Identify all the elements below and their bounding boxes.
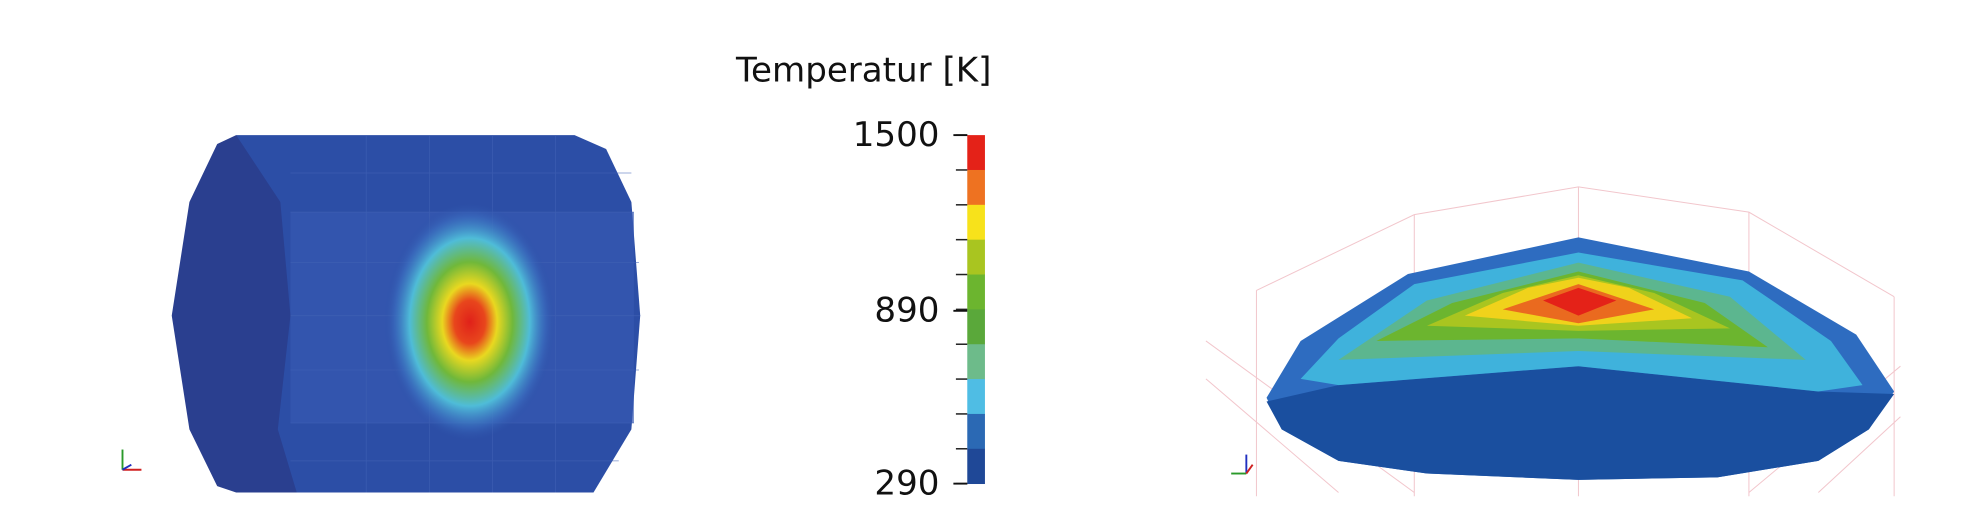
colorbar-segment (967, 239, 985, 275)
colorbar-segment (967, 344, 985, 380)
tick-label: 890 (874, 291, 939, 331)
tick-label: 1500 (853, 115, 940, 155)
colorbar-segment (967, 448, 985, 485)
colorbar-segment (967, 274, 985, 310)
colorbar: 290 890 1500 (853, 115, 985, 503)
colorbar-title: Temperatur [K] (735, 50, 991, 90)
colorbar-segment (967, 204, 985, 241)
tick-label: 290 (874, 463, 939, 503)
cylinder-render (121, 135, 641, 493)
dome-render (1205, 186, 1901, 497)
colorbar-segment (967, 413, 985, 450)
colorbar-segment (967, 135, 985, 171)
colorbar-segment (967, 379, 985, 415)
colorbar-segment (967, 309, 985, 345)
colorbar-segment (967, 169, 985, 206)
